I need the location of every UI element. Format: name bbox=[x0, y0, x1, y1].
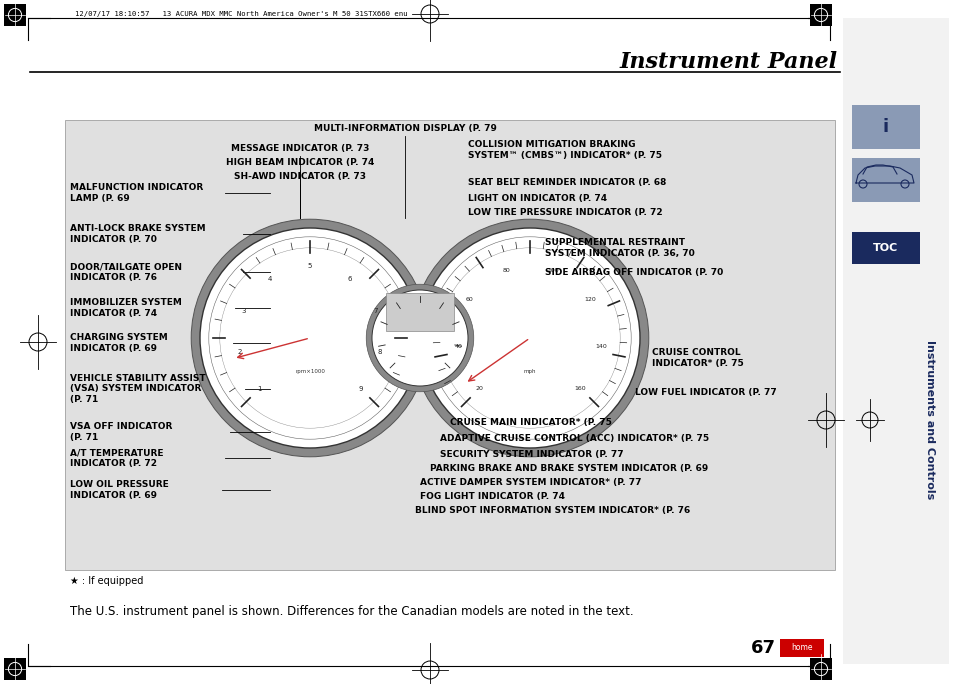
Text: SECURITY SYSTEM INDICATOR (P. 77: SECURITY SYSTEM INDICATOR (P. 77 bbox=[439, 449, 623, 458]
Text: ADAPTIVE CRUISE CONTROL (ACC) INDICATOR* (P. 75: ADAPTIVE CRUISE CONTROL (ACC) INDICATOR*… bbox=[439, 434, 708, 443]
Text: VSA OFF INDICATOR
(P. 71: VSA OFF INDICATOR (P. 71 bbox=[70, 422, 172, 442]
Text: ★ : If equipped: ★ : If equipped bbox=[70, 576, 143, 586]
Text: 20: 20 bbox=[475, 386, 483, 391]
Text: VEHICLE STABILITY ASSIST
(VSA) SYSTEM INDICATOR
(P. 71: VEHICLE STABILITY ASSIST (VSA) SYSTEM IN… bbox=[70, 374, 206, 404]
Text: MALFUNCTION INDICATOR
LAMP (P. 69: MALFUNCTION INDICATOR LAMP (P. 69 bbox=[70, 183, 203, 202]
Text: SH-AWD INDICATOR (P. 73: SH-AWD INDICATOR (P. 73 bbox=[233, 172, 366, 181]
Text: 8: 8 bbox=[377, 349, 382, 355]
Text: LIGHT ON INDICATOR (P. 74: LIGHT ON INDICATOR (P. 74 bbox=[468, 194, 606, 202]
Text: i: i bbox=[882, 118, 888, 136]
Circle shape bbox=[366, 285, 474, 392]
Circle shape bbox=[191, 219, 428, 457]
Bar bbox=[809, 4, 831, 26]
Text: MESSAGE INDICATOR (P. 73: MESSAGE INDICATOR (P. 73 bbox=[231, 144, 369, 153]
Text: The U.S. instrument panel is shown. Differences for the Canadian models are note: The U.S. instrument panel is shown. Diff… bbox=[70, 605, 633, 618]
Text: 80: 80 bbox=[502, 268, 510, 273]
Text: 67: 67 bbox=[750, 639, 775, 657]
Text: PARKING BRAKE AND BRAKE SYSTEM INDICATOR (P. 69: PARKING BRAKE AND BRAKE SYSTEM INDICATOR… bbox=[430, 464, 707, 473]
Circle shape bbox=[200, 228, 419, 448]
Text: 40: 40 bbox=[455, 343, 462, 349]
Text: 5: 5 bbox=[308, 263, 312, 269]
Text: 140: 140 bbox=[595, 343, 606, 349]
Text: 120: 120 bbox=[584, 298, 596, 302]
Text: rpm×1000: rpm×1000 bbox=[294, 369, 325, 373]
Text: 60: 60 bbox=[465, 298, 473, 302]
Bar bbox=[4, 658, 26, 680]
Bar bbox=[4, 4, 26, 26]
Text: SIDE AIRBAG OFF INDICATOR (P. 70: SIDE AIRBAG OFF INDICATOR (P. 70 bbox=[544, 269, 722, 278]
Text: 7: 7 bbox=[374, 308, 378, 314]
Text: TOC: TOC bbox=[872, 243, 898, 253]
Text: Instruments and Controls: Instruments and Controls bbox=[924, 341, 934, 499]
Text: CRUISE MAIN INDICATOR* (P. 75: CRUISE MAIN INDICATOR* (P. 75 bbox=[450, 417, 611, 427]
Bar bbox=[851, 105, 919, 149]
Text: 12/07/17 18:10:57   13 ACURA MDX MMC North America Owner's M 50 31STX660 enu: 12/07/17 18:10:57 13 ACURA MDX MMC North… bbox=[75, 11, 407, 17]
Text: HIGH BEAM INDICATOR (P. 74: HIGH BEAM INDICATOR (P. 74 bbox=[226, 157, 374, 166]
Text: home: home bbox=[790, 644, 812, 653]
Text: A/T TEMPERATURE
INDICATOR (P. 72: A/T TEMPERATURE INDICATOR (P. 72 bbox=[70, 448, 163, 468]
Text: SUPPLEMENTAL RESTRAINT
SYSTEM INDICATOR (P. 36, 70: SUPPLEMENTAL RESTRAINT SYSTEM INDICATOR … bbox=[544, 238, 694, 258]
Text: LOW TIRE PRESSURE INDICATOR (P. 72: LOW TIRE PRESSURE INDICATOR (P. 72 bbox=[468, 209, 662, 218]
Text: Instrument Panel: Instrument Panel bbox=[619, 51, 837, 73]
Text: BLIND SPOT INFORMATION SYSTEM INDICATOR* (P. 76: BLIND SPOT INFORMATION SYSTEM INDICATOR*… bbox=[415, 506, 690, 516]
Bar bbox=[842, 18, 948, 664]
Text: mph: mph bbox=[523, 369, 536, 373]
Circle shape bbox=[411, 219, 648, 457]
Bar bbox=[851, 158, 919, 202]
Text: COLLISION MITIGATION BRAKING
SYSTEM™ (CMBS™) INDICATOR* (P. 75: COLLISION MITIGATION BRAKING SYSTEM™ (CM… bbox=[468, 140, 661, 159]
Circle shape bbox=[372, 290, 468, 386]
Text: 4: 4 bbox=[268, 276, 273, 282]
Text: LOW OIL PRESSURE
INDICATOR (P. 69: LOW OIL PRESSURE INDICATOR (P. 69 bbox=[70, 480, 169, 500]
Circle shape bbox=[419, 228, 639, 448]
Bar bbox=[65, 120, 834, 570]
Text: ANTI-LOCK BRAKE SYSTEM
INDICATOR (P. 70: ANTI-LOCK BRAKE SYSTEM INDICATOR (P. 70 bbox=[70, 224, 206, 244]
Text: SEAT BELT REMINDER INDICATOR (P. 68: SEAT BELT REMINDER INDICATOR (P. 68 bbox=[468, 178, 666, 187]
Text: DOOR/TAILGATE OPEN
INDICATOR (P. 76: DOOR/TAILGATE OPEN INDICATOR (P. 76 bbox=[70, 262, 182, 282]
Text: ACTIVE DAMPER SYSTEM INDICATOR* (P. 77: ACTIVE DAMPER SYSTEM INDICATOR* (P. 77 bbox=[419, 479, 640, 488]
Text: 100: 100 bbox=[547, 268, 558, 273]
Text: CRUISE CONTROL
INDICATOR* (P. 75: CRUISE CONTROL INDICATOR* (P. 75 bbox=[651, 348, 743, 368]
Text: 1: 1 bbox=[257, 386, 261, 391]
Text: 3: 3 bbox=[241, 308, 246, 314]
Bar bbox=[386, 293, 454, 331]
Text: IMMOBILIZER SYSTEM
INDICATOR (P. 74: IMMOBILIZER SYSTEM INDICATOR (P. 74 bbox=[70, 298, 182, 317]
Text: 9: 9 bbox=[358, 386, 362, 391]
Text: CHARGING SYSTEM
INDICATOR (P. 69: CHARGING SYSTEM INDICATOR (P. 69 bbox=[70, 333, 168, 353]
Text: 160: 160 bbox=[574, 386, 586, 391]
Text: MULTI-INFORMATION DISPLAY (P. 79: MULTI-INFORMATION DISPLAY (P. 79 bbox=[314, 124, 496, 133]
Bar bbox=[780, 639, 823, 657]
Text: LOW FUEL INDICATOR (P. 77: LOW FUEL INDICATOR (P. 77 bbox=[635, 389, 776, 397]
Bar bbox=[809, 658, 831, 680]
Bar bbox=[851, 232, 919, 264]
Text: 2: 2 bbox=[237, 349, 242, 355]
Text: FOG LIGHT INDICATOR (P. 74: FOG LIGHT INDICATOR (P. 74 bbox=[419, 492, 564, 501]
Text: 6: 6 bbox=[347, 276, 352, 282]
